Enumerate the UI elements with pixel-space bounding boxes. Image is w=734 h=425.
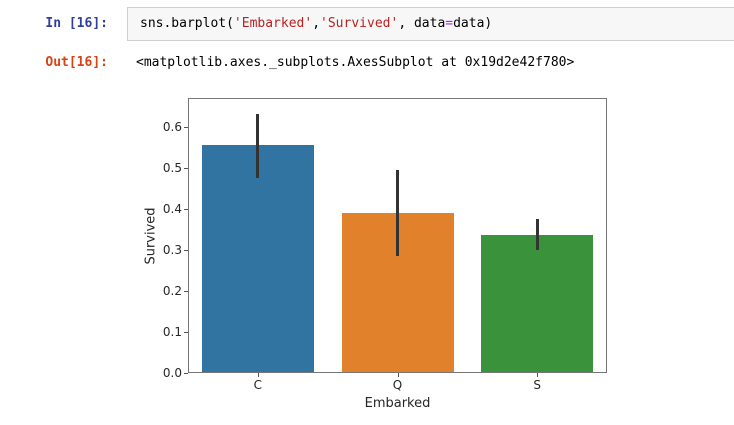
errorbar-q [396,169,399,257]
y-tick-label: 0.6 [162,119,182,134]
y-tick-label: 0.4 [162,201,182,216]
code-token-plain: , data [398,16,446,31]
errorbar-c [256,113,260,179]
x-tick-label: Q [392,378,403,392]
x-tickmark [537,373,539,377]
x-axis-label: Embarked [364,396,431,411]
y-tickmark [184,290,188,292]
bar-c [201,145,314,373]
code-token-plain: data) [453,16,493,31]
code-cell-input[interactable]: sns.barplot('Embarked','Survived', data=… [127,7,734,41]
y-tickmark [184,126,188,128]
y-tick-label: 0.3 [162,242,182,257]
code-line: sns.barplot('Embarked','Survived', data=… [140,8,492,40]
errorbar-s [535,218,539,251]
y-tickmark [184,249,188,251]
x-tick-label: S [533,378,541,392]
y-axis-label: Survived [143,206,159,265]
y-tickmark [184,331,188,333]
y-tickmark [184,373,188,374]
input-prompt: In [16]: [45,16,108,31]
bar-s [481,234,594,373]
y-tick-label: 0.5 [162,160,182,175]
y-tick-label: 0.1 [162,324,182,339]
x-tickmark [257,373,259,377]
y-tick-label: 0.2 [162,283,182,298]
code-token-string: 'Embarked' [233,16,313,31]
code-token-string: 'Survived' [320,16,399,31]
y-tick-label: 0.0 [162,366,182,380]
output-repr-text: <matplotlib.axes._subplots.AxesSubplot a… [136,55,575,70]
code-token-plain: , [312,16,321,31]
code-token-plain: sns.barplot( [140,16,234,31]
y-tickmark [184,167,188,169]
x-tickmark [397,373,399,377]
plot-frame [188,98,607,373]
y-tickmark [184,208,188,210]
code-token-operator: = [445,16,454,31]
x-tick-label: C [253,378,263,392]
output-prompt: Out[16]: [45,55,108,70]
